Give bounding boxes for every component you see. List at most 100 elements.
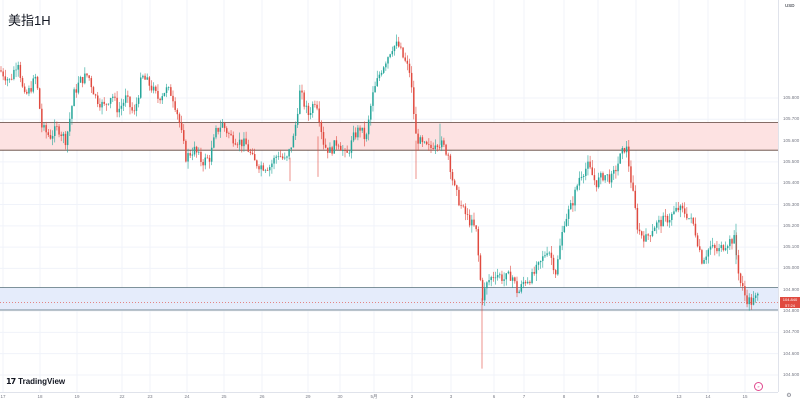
- candle-body: [357, 127, 359, 138]
- resistance-zone: [0, 122, 778, 151]
- candle-body: [6, 79, 9, 81]
- price-tick-label: 105.400: [783, 180, 800, 186]
- candle-body: [58, 126, 60, 135]
- candle-body: [258, 166, 260, 170]
- candle-body: [630, 166, 632, 183]
- gear-icon[interactable]: ⚙: [786, 393, 792, 399]
- candle-body: [266, 169, 269, 171]
- candle-body: [660, 219, 662, 227]
- candle-body: [305, 105, 308, 107]
- plot-area[interactable]: [0, 0, 778, 392]
- candle-body: [737, 255, 740, 274]
- candle-body: [436, 145, 439, 147]
- candle-body: [337, 145, 340, 147]
- price-tick-label: 104.500: [783, 371, 800, 377]
- candle-body: [378, 74, 381, 79]
- candle-body: [210, 147, 213, 162]
- candle-body: [703, 259, 705, 264]
- candle-body: [275, 156, 277, 158]
- candle-body: [170, 87, 172, 96]
- candle-body: [124, 95, 127, 103]
- candle-body: [221, 123, 224, 128]
- candle-body: [253, 154, 256, 161]
- candle-body: [374, 86, 376, 93]
- candle-body: [208, 157, 211, 162]
- candle-body: [206, 157, 209, 159]
- candle-body: [217, 127, 219, 132]
- candle-body: [365, 134, 368, 140]
- candle-body: [488, 280, 490, 283]
- candle-body: [51, 136, 54, 139]
- candle-body: [595, 180, 598, 188]
- candle-body: [481, 279, 484, 301]
- candle-body: [131, 107, 133, 111]
- candle-body: [709, 246, 712, 250]
- candle-body: [597, 177, 600, 188]
- candle-body: [281, 156, 284, 159]
- candle-body: [359, 127, 361, 131]
- candle-body: [445, 144, 447, 155]
- chevron-right-icon[interactable]: ›: [791, 3, 793, 9]
- time-tick-label: 6: [492, 393, 496, 399]
- candle-body: [71, 106, 73, 119]
- candlestick-plot[interactable]: [0, 0, 778, 392]
- price-axis[interactable]: USD 104.840 57:24 105.800 105.700 105.600 1…: [778, 0, 800, 392]
- candle-body: [591, 167, 593, 176]
- candle-body: [290, 147, 292, 150]
- candle-body: [522, 281, 525, 285]
- candle-body: [570, 203, 572, 210]
- time-axis[interactable]: 17 18 19 22 23 24 25 26 29 30 5月 2 3 6 7 8 9 10 13 14 15: [0, 392, 778, 401]
- candle-body: [127, 95, 129, 97]
- candle-body: [638, 229, 641, 232]
- time-tick-label: 24: [184, 393, 190, 399]
- time-tick-label: 29: [305, 393, 311, 399]
- candle-body: [537, 262, 540, 265]
- candle-body: [542, 256, 544, 261]
- candle-body: [73, 89, 75, 107]
- candle-body: [185, 140, 187, 162]
- time-tick-label: 13: [676, 393, 682, 399]
- candle-body: [64, 133, 67, 146]
- price-tick-label: 105.600: [783, 137, 800, 143]
- candle-body: [348, 152, 351, 154]
- candle-body: [477, 229, 480, 256]
- candle-body: [398, 41, 400, 47]
- candle-body: [129, 96, 131, 108]
- time-tick-label: 26: [259, 393, 265, 399]
- candle-body: [228, 133, 230, 134]
- scroll-to-realtime-icon[interactable]: »: [754, 382, 763, 391]
- candle-body: [260, 165, 262, 170]
- candle-body: [107, 103, 110, 105]
- candle-body: [161, 96, 163, 101]
- candle-body: [632, 182, 634, 191]
- candle-body: [509, 271, 512, 281]
- currency-label[interactable]: USD: [785, 3, 795, 8]
- candle-body: [299, 90, 301, 114]
- candle-body: [204, 157, 206, 166]
- candle-body: [183, 130, 185, 141]
- candle-body: [273, 157, 275, 164]
- candle-body: [701, 250, 703, 264]
- time-tick-label: 23: [147, 393, 153, 399]
- candle-body: [318, 108, 320, 123]
- candle-body: [417, 133, 419, 144]
- time-tick-label: 8: [562, 393, 566, 399]
- candle-body: [406, 60, 409, 64]
- time-tick-label: 17: [0, 393, 6, 399]
- candle-body: [752, 297, 755, 305]
- candle-body: [675, 207, 677, 212]
- candle-body: [395, 41, 398, 46]
- candle-body: [649, 235, 652, 237]
- candle-body: [165, 87, 168, 93]
- candle-body: [554, 270, 557, 275]
- tradingview-wordmark: TradingView: [18, 377, 66, 386]
- candle-body: [19, 64, 22, 78]
- candle-body: [425, 141, 428, 145]
- candle-body: [677, 207, 679, 211]
- candle-body: [546, 253, 548, 256]
- current-price: 104.840: [782, 297, 798, 303]
- tradingview-logo[interactable]: 17 TradingView: [6, 377, 65, 386]
- candle-body: [230, 133, 232, 136]
- candle-body: [346, 150, 348, 153]
